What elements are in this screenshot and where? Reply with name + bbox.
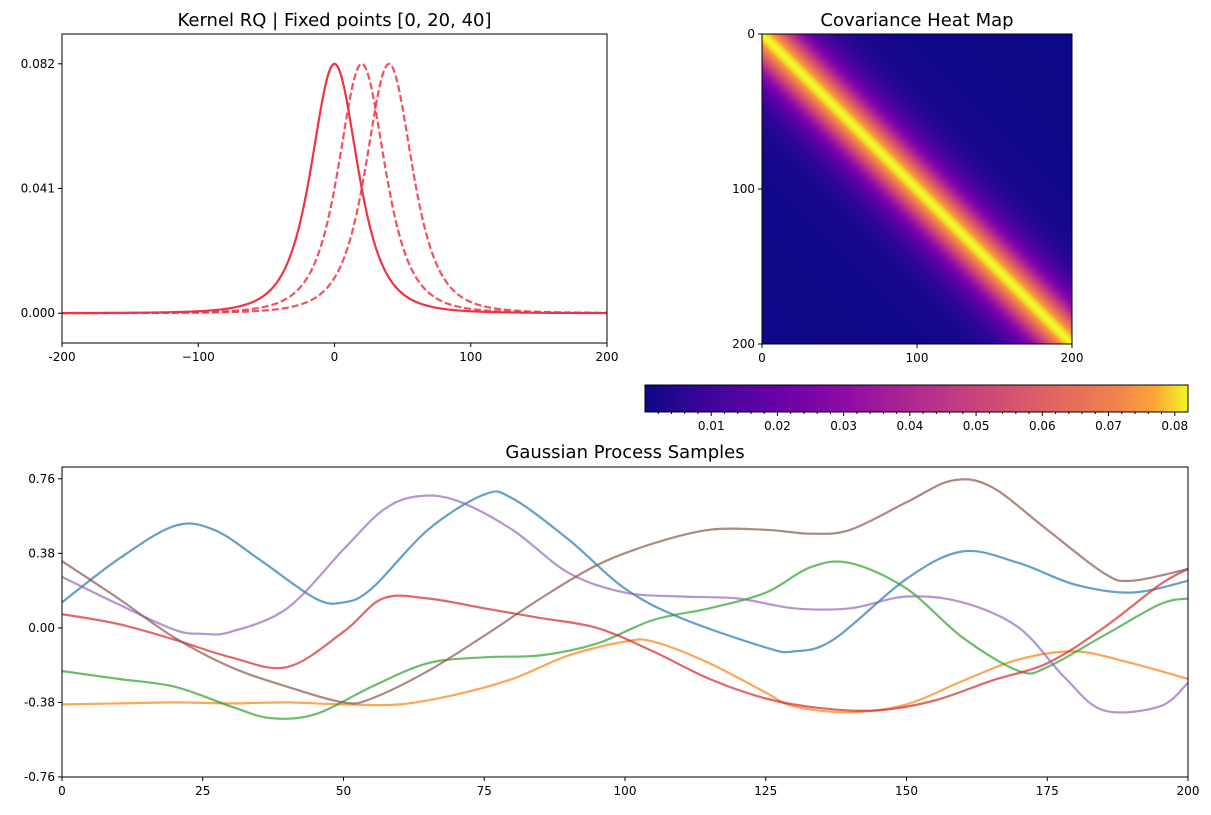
samples-xtick-label: 25 bbox=[195, 784, 210, 798]
colorbar-tick-label: 0.08 bbox=[1161, 419, 1188, 433]
samples-xtick-label: 0 bbox=[58, 784, 66, 798]
colorbar-tick-label: 0.06 bbox=[1029, 419, 1056, 433]
gp-sample-line-5 bbox=[62, 478, 1188, 705]
heatmap-xtick-label: 100 bbox=[906, 351, 929, 365]
gp-sample-line-3 bbox=[62, 568, 1188, 712]
colorbar-tick-label: 0.02 bbox=[764, 419, 791, 433]
heatmap-ytick-label: 100 bbox=[732, 182, 755, 196]
samples-xtick-label: 150 bbox=[895, 784, 918, 798]
heatmap-y-ticks: 0 100 200 bbox=[732, 27, 762, 351]
samples-xtick-label: 175 bbox=[1036, 784, 1059, 798]
samples-lines bbox=[62, 478, 1188, 720]
kernel-x-ticks: -200 −100 0 100 200 bbox=[48, 343, 618, 364]
samples-xtick-label: 50 bbox=[336, 784, 351, 798]
gp-sample-line-1 bbox=[62, 638, 1188, 714]
heatmap-x-ticks: 0 100 200 bbox=[758, 344, 1083, 365]
samples-ytick-label: 0.00 bbox=[28, 621, 55, 635]
gp-sample-line-0 bbox=[62, 490, 1188, 654]
samples-x-ticks: 0 25 50 75 100 125 150 175 200 bbox=[58, 777, 1199, 798]
heatmap-ytick-label: 200 bbox=[732, 337, 755, 351]
heatmap-image bbox=[762, 34, 1072, 344]
samples-ytick-label: -0.38 bbox=[24, 695, 55, 709]
samples-ytick-label: 0.38 bbox=[28, 546, 55, 560]
kernel-xtick-label: −100 bbox=[182, 350, 215, 364]
colorbar-tick-label: 0.05 bbox=[963, 419, 990, 433]
kernel-panel: Kernel RQ | Fixed points [0, 20, 40] -20… bbox=[21, 10, 619, 364]
samples-title: Gaussian Process Samples bbox=[505, 442, 744, 463]
gp-sample-line-2 bbox=[62, 560, 1188, 720]
colorbar-tick-label: 0.01 bbox=[698, 419, 725, 433]
samples-xtick-label: 75 bbox=[477, 784, 492, 798]
heatmap-ytick-label: 0 bbox=[747, 27, 755, 41]
colorbar: 0.01 0.02 0.03 0.04 0.05 0.06 0.07 0.08 bbox=[644, 384, 1189, 433]
kernel-xtick-label: -200 bbox=[48, 350, 75, 364]
colorbar-tick-label: 0.03 bbox=[830, 419, 857, 433]
kernel-title: Kernel RQ | Fixed points [0, 20, 40] bbox=[177, 10, 491, 31]
kernel-xtick-label: 0 bbox=[331, 350, 339, 364]
kernel-lines bbox=[62, 62, 607, 315]
kernel-xtick-label: 100 bbox=[459, 350, 482, 364]
gp-sample-line-4 bbox=[62, 494, 1188, 714]
kernel-y-ticks: 0.000 0.041 0.082 bbox=[21, 57, 62, 320]
heatmap-title: Covariance Heat Map bbox=[820, 10, 1013, 31]
samples-xtick-label: 125 bbox=[754, 784, 777, 798]
samples-panel: Gaussian Process Samples 0 25 50 75 100 125 15… bbox=[24, 442, 1200, 798]
kernel-ytick-label: 0.000 bbox=[21, 306, 55, 320]
samples-axes-frame bbox=[61, 466, 1189, 778]
samples-y-ticks: -0.76 -0.38 0.00 0.38 0.76 bbox=[24, 472, 62, 784]
kernel-axes-frame bbox=[61, 33, 608, 344]
colorbar-tick-label: 0.07 bbox=[1095, 419, 1122, 433]
colorbar-ticks: 0.01 0.02 0.03 0.04 0.05 0.06 0.07 0.08 bbox=[657, 412, 1188, 433]
samples-xtick-label: 200 bbox=[1177, 784, 1200, 798]
kernel-curve-2 bbox=[62, 62, 607, 315]
colorbar-tick-label: 0.04 bbox=[897, 419, 924, 433]
samples-ytick-label: -0.76 bbox=[24, 770, 55, 784]
kernel-ytick-label: 0.082 bbox=[21, 57, 55, 71]
samples-xtick-label: 100 bbox=[614, 784, 637, 798]
heatmap-panel: Covariance Heat Map 0 100 200 0 100 200 bbox=[732, 10, 1083, 365]
colorbar-gradient bbox=[644, 384, 1189, 413]
kernel-xtick-label: 200 bbox=[596, 350, 619, 364]
samples-ytick-label: 0.76 bbox=[28, 472, 55, 486]
heatmap-xtick-label: 200 bbox=[1061, 351, 1084, 365]
kernel-ytick-label: 0.041 bbox=[21, 182, 55, 196]
heatmap-xtick-label: 0 bbox=[758, 351, 766, 365]
